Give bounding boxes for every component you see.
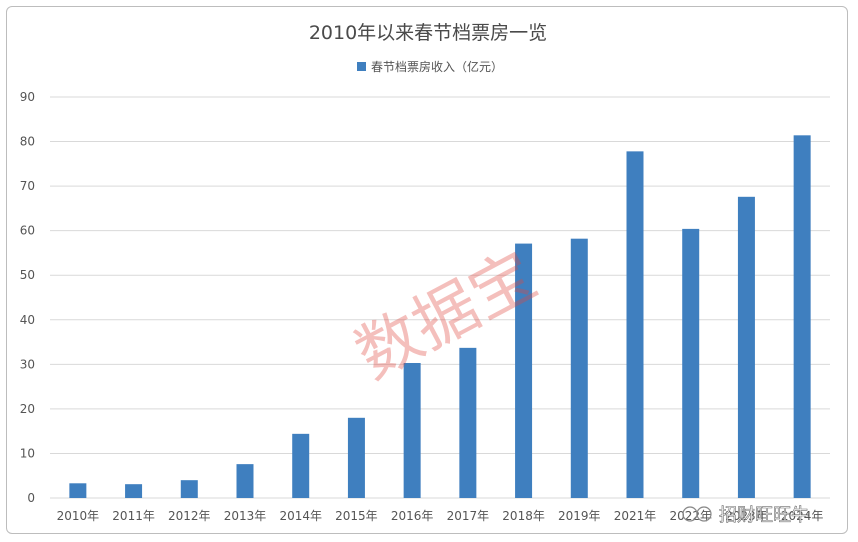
x-tick-label: 2018年	[502, 509, 545, 523]
x-tick-label: 2012年	[168, 509, 211, 523]
x-tick-label: 2014年	[279, 509, 322, 523]
y-tick-label: 30	[20, 357, 35, 371]
bar	[570, 238, 588, 499]
y-tick-label: 80	[20, 135, 35, 149]
bar	[459, 347, 477, 498]
x-tick-label: 2011年	[112, 509, 155, 523]
x-tick-label: 2019年	[558, 509, 601, 523]
x-tick-label: 2017年	[447, 509, 490, 523]
legend-swatch	[357, 62, 366, 71]
x-tick-label: 2021年	[614, 509, 657, 523]
bar	[292, 433, 310, 498]
bars	[69, 135, 811, 499]
y-tick-label: 20	[20, 402, 35, 416]
legend: 春节档票房收入（亿元）	[357, 59, 503, 74]
x-tick-label: 2010年	[57, 509, 100, 523]
bar	[682, 228, 700, 498]
x-tick-label: 2016年	[391, 509, 434, 523]
y-tick-label: 40	[20, 313, 35, 327]
y-tick-label: 10	[20, 446, 35, 460]
brand-text: 招财旺旺牛	[719, 505, 809, 526]
y-tick-label: 70	[20, 179, 35, 193]
grid-lines	[50, 96, 830, 499]
bar	[626, 151, 644, 498]
bar	[347, 417, 365, 498]
bar	[180, 480, 198, 498]
chart-frame: 2010年以来春节档票房一览 春节档票房收入（亿元） 0 10 20 30 40 50 60…	[6, 6, 848, 534]
chart-title: 2010年以来春节档票房一览	[309, 22, 547, 44]
bar	[737, 196, 755, 498]
x-tick-label: 2023年	[725, 509, 768, 523]
y-axis-ticks: 0 10 20 30 40 50 60 70 80 90	[20, 90, 35, 505]
brand-badge: 招财旺旺牛	[682, 505, 809, 526]
x-tick-label: 2022年	[669, 509, 712, 523]
y-tick-label: 60	[20, 224, 35, 238]
bar	[236, 464, 254, 498]
x-tick-label: 2024年	[781, 509, 824, 523]
bar	[793, 135, 811, 498]
bar	[69, 483, 87, 498]
bar	[515, 243, 533, 498]
x-axis-ticks: 2010年 2011年 2012年 2013年 2014年 2015年 2016年 2017年…	[57, 509, 824, 523]
y-tick-label: 50	[20, 268, 35, 282]
x-tick-label: 2013年	[224, 509, 267, 523]
bar	[125, 484, 143, 498]
legend-label: 春节档票房收入（亿元）	[371, 59, 503, 74]
y-tick-label: 0	[27, 491, 35, 505]
bar-chart: 2010年以来春节档票房一览 春节档票房收入（亿元） 0 10 20 30 40 50 60…	[20, 22, 830, 526]
brand-logo-icon-2	[696, 506, 712, 522]
y-tick-label: 90	[20, 90, 35, 104]
x-tick-label: 2015年	[335, 509, 378, 523]
bar	[403, 362, 421, 498]
